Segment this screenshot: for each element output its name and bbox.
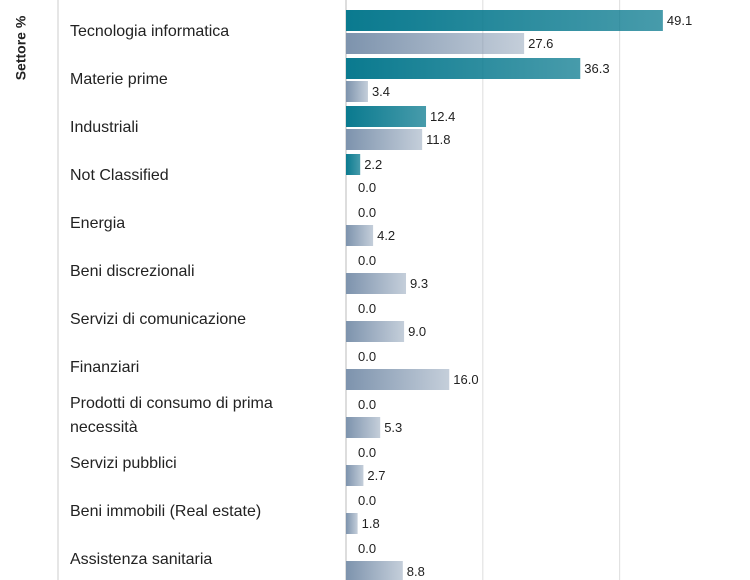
bar — [346, 154, 361, 175]
value-label: 0.0 — [358, 180, 376, 195]
value-label: 3.4 — [372, 84, 390, 99]
bar — [346, 465, 364, 486]
value-label: 27.6 — [528, 36, 553, 51]
value-label: 2.2 — [364, 157, 382, 172]
category-label: Beni discrezionali — [70, 263, 195, 280]
value-label: 12.4 — [430, 109, 455, 124]
value-label: 2.7 — [367, 468, 385, 483]
bar — [346, 417, 381, 438]
category-label: Prodotti di consumo di prima necessità — [70, 395, 273, 436]
bar — [346, 513, 358, 534]
category-label: Servizi di comunicazione — [70, 311, 247, 328]
value-label: 9.0 — [408, 324, 426, 339]
value-label: 0.0 — [358, 445, 376, 460]
bar — [346, 561, 403, 580]
value-label: 0.0 — [358, 349, 376, 364]
value-label: 0.0 — [358, 541, 376, 556]
category-label: Beni immobili (Real estate) — [70, 503, 262, 520]
value-label: 0.0 — [358, 301, 376, 316]
category-label: Tecnologia informatica — [70, 23, 230, 40]
category-label: Servizi pubblici — [70, 455, 177, 472]
value-label: 49.1 — [667, 13, 692, 28]
bar — [346, 33, 525, 54]
y-axis-label: Settore % — [13, 15, 29, 80]
bar — [346, 10, 663, 31]
value-label: 9.3 — [410, 276, 428, 291]
value-label: 0.0 — [358, 493, 376, 508]
category-label: Assistenza sanitaria — [70, 551, 213, 568]
category-label: Energia — [70, 215, 126, 232]
category-label: Industriali — [70, 119, 139, 136]
bar — [346, 81, 368, 102]
value-label: 5.3 — [384, 420, 402, 435]
bar — [346, 106, 427, 127]
bar — [346, 369, 450, 390]
value-label: 8.8 — [407, 564, 425, 579]
bar — [346, 129, 423, 150]
bar — [346, 225, 374, 246]
bar — [346, 58, 581, 79]
bar — [346, 321, 405, 342]
value-label: 11.8 — [426, 132, 450, 147]
value-label: 4.2 — [377, 228, 395, 243]
value-label: 1.8 — [362, 516, 380, 531]
bar — [346, 273, 407, 294]
category-label: Not Classified — [70, 167, 169, 184]
value-label: 36.3 — [584, 61, 609, 76]
value-label: 0.0 — [358, 397, 376, 412]
category-label: Finanziari — [70, 359, 140, 376]
value-label: 0.0 — [358, 253, 376, 268]
value-label: 16.0 — [453, 372, 478, 387]
category-label: Materie prime — [70, 71, 168, 88]
value-label: 0.0 — [358, 205, 376, 220]
